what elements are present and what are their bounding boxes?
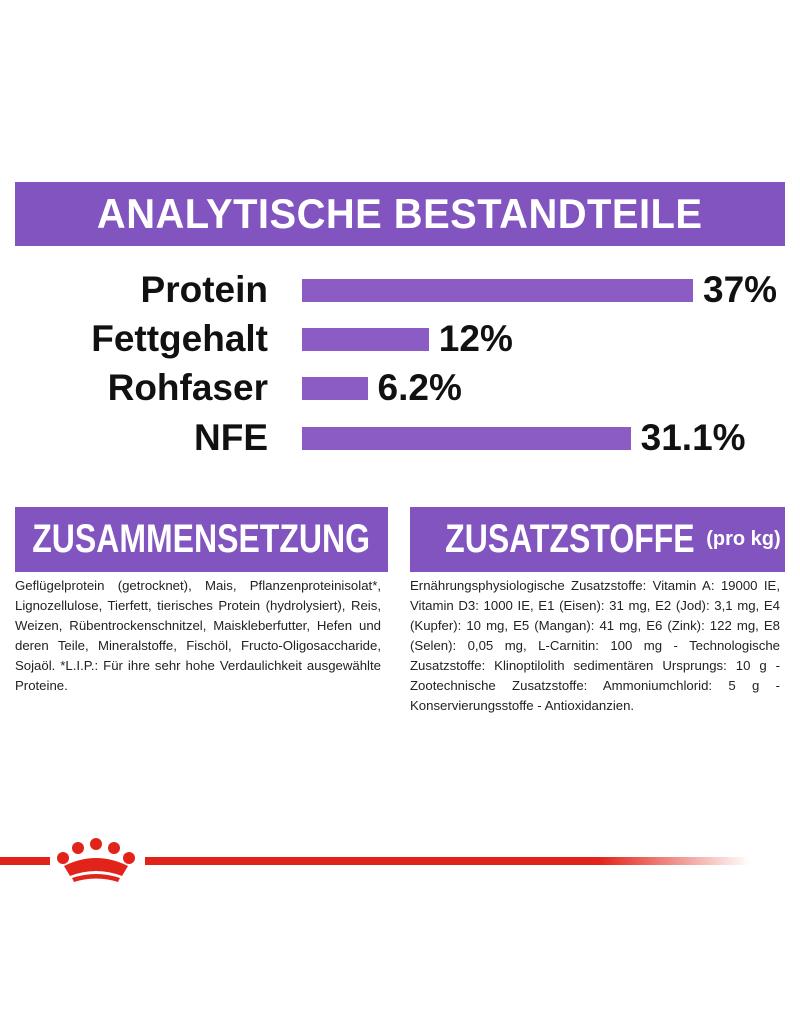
data-label: 37% <box>703 269 778 310</box>
footer-logo <box>0 838 750 882</box>
section-title: ZUSAMMENSETZUNG <box>32 517 371 561</box>
chart-title: ANALYTISCHE BESTANDTEILE <box>97 190 703 237</box>
section-heading: ZUSAMMENSETZUNG <box>15 507 388 572</box>
category-label: NFE <box>194 417 268 458</box>
bar <box>302 427 631 450</box>
data-label: 6.2% <box>377 367 462 408</box>
category-label: Protein <box>140 269 268 310</box>
category-label: Rohfaser <box>107 367 268 408</box>
section-suffix: (pro kg) <box>706 528 781 550</box>
rule <box>0 857 50 865</box>
data-label: 31.1% <box>640 417 746 458</box>
chart: Protein 37% Fettgehalt 12% Rohfaser 6.2% NFE 31… <box>0 0 800 480</box>
crown <box>57 838 135 882</box>
rule <box>145 857 750 865</box>
data-label: 12% <box>438 318 513 359</box>
bar <box>302 328 429 351</box>
bar <box>302 377 368 400</box>
bar <box>302 279 693 302</box>
title-band: ANALYTISCHE BESTANDTEILE <box>15 182 785 246</box>
section-text: Ernährungsphysiologische Zusatzstoffe: V… <box>410 578 780 713</box>
section-title: ZUSATZSTOFFE <box>445 517 696 561</box>
section-text: Geflügelprotein (getrocknet), Mais, Pfla… <box>15 578 381 693</box>
category-label: Fettgehalt <box>91 318 268 359</box>
section-heading: ZUSATZSTOFFE (pro kg) <box>410 507 785 572</box>
